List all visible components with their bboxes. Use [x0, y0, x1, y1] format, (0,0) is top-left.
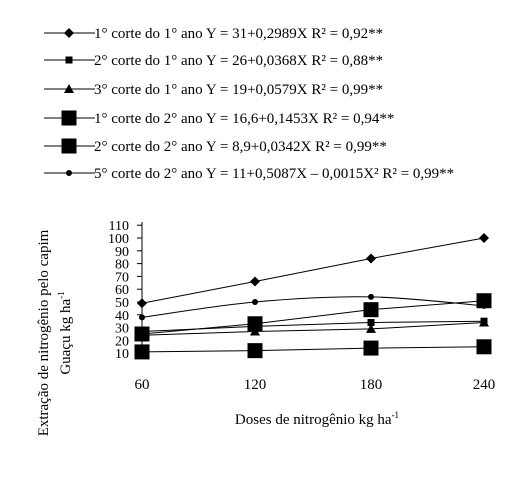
legend-item: 5° corte do 2° ano Y = 11+0,5087X – 0,00… [44, 166, 454, 182]
diamond-marker [250, 276, 260, 287]
x-axis-ticks: 60 120 180 240 [135, 377, 496, 393]
circle-marker [139, 314, 145, 321]
y-tick-label: 50 [115, 296, 129, 311]
legend-equation: Y = 26+0,0368X [206, 53, 312, 69]
y-axis-label-line2: Guaçu kg ha-1 [56, 291, 74, 374]
y-axis-label-line1: Extração de nitrogênio pelo capim [36, 229, 52, 436]
series-line [141, 300, 485, 335]
x-tick-label: 60 [135, 377, 150, 393]
x-tick-label: 180 [360, 377, 383, 393]
legend-item: 2° corte do 1° ano Y = 26+0,0368X R² = 0… [44, 53, 383, 69]
series-markers [134, 233, 492, 360]
diamond-marker [64, 28, 74, 38]
triangle-marker [64, 84, 74, 93]
y-tick-label: 90 [115, 245, 129, 260]
legend-r2: R² = 0,99** [315, 139, 387, 155]
y-tick-label: 110 [109, 219, 129, 234]
legend-equation: Y = 16,6+0,1453X [206, 111, 323, 127]
legend-series-name: 5° corte do 2° ano [94, 166, 206, 182]
y-tick-label: 30 [115, 322, 129, 337]
legend-series-name: 2° corte do 1° ano [94, 53, 206, 69]
legend-item: 1° corte do 1° ano Y = 31+0,2989X R² = 0… [44, 26, 383, 42]
diamond-marker [479, 233, 489, 243]
circle-marker [368, 293, 374, 300]
large-square-marker [61, 110, 77, 126]
series-line [141, 296, 485, 318]
legend-text: 2° corte do 2° ano Y = 8,9+0,0342X R² = … [94, 139, 387, 155]
y-tick-label: 70 [115, 270, 129, 285]
circle-marker [66, 170, 72, 176]
y-tick-label: 10 [115, 347, 129, 362]
large-square-marker [476, 293, 492, 309]
series-line [141, 346, 485, 353]
legend-item: 2° corte do 2° ano Y = 8,9+0,0342X R² = … [44, 138, 387, 155]
legend-item: 1° corte do 2° ano Y = 16,6+0,1453X R² =… [44, 110, 394, 127]
legend-equation: Y = 19+0,0579X [206, 82, 312, 98]
legend-r2: R² = 0,94** [323, 111, 395, 127]
legend-text: 2° corte do 1° ano Y = 26+0,0368X R² = 0… [94, 53, 383, 69]
legend-text: 1° corte do 1° ano Y = 31+0,2989X R² = 0… [94, 26, 383, 42]
legend-equation: Y = 8,9+0,0342X [206, 139, 315, 155]
y-tick-label: 40 [115, 309, 129, 324]
legend-equation: Y = 11+0,5087X – 0,0015X² [206, 166, 383, 182]
legend-item: 3° corte do 1° ano Y = 19+0,0579X R² = 0… [44, 82, 383, 98]
y-tick-label: 100 [108, 232, 129, 247]
series-line [141, 321, 485, 336]
large-square-marker [363, 302, 379, 318]
large-square-marker [247, 343, 263, 359]
legend: 1° corte do 1° ano Y = 31+0,2989X R² = 0… [44, 26, 454, 182]
legend-r2: R² = 0,88** [311, 53, 383, 69]
legend-equation: Y = 31+0,2989X [206, 26, 312, 42]
circle-marker [252, 299, 258, 305]
square-marker [65, 56, 73, 64]
circle-marker [481, 302, 487, 309]
y-tick-label: 80 [115, 258, 129, 273]
x-axis-label: Doses de nitrogênio kg ha-1 [235, 410, 399, 428]
large-square-marker [247, 316, 263, 332]
large-square-marker [134, 344, 150, 360]
legend-text: 5° corte do 2° ano Y = 11+0,5087X – 0,00… [94, 166, 454, 182]
legend-series-name: 1° corte do 1° ano [94, 26, 206, 42]
legend-r2: R² = 0,92** [311, 26, 383, 42]
legend-text: 3° corte do 1° ano Y = 19+0,0579X R² = 0… [94, 82, 383, 98]
series-curves [141, 237, 485, 353]
legend-series-name: 2° corte do 2° ano [94, 139, 206, 155]
legend-r2: R² = 0,99** [382, 166, 454, 182]
x-tick-label: 240 [473, 377, 496, 393]
legend-text: 1° corte do 2° ano Y = 16,6+0,1453X R² =… [94, 111, 394, 127]
diamond-marker [366, 253, 376, 264]
triangle-marker [366, 323, 376, 333]
large-square-marker [363, 340, 379, 356]
legend-series-name: 1° corte do 2° ano [94, 111, 206, 127]
x-tick-label: 120 [244, 377, 267, 393]
y-tick-label: 60 [115, 283, 129, 298]
large-square-marker [134, 326, 150, 342]
large-square-marker [61, 138, 77, 154]
legend-series-name: 3° corte do 1° ano [94, 82, 206, 98]
large-square-marker [476, 339, 492, 355]
y-tick-label: 20 [115, 334, 129, 349]
series-line [141, 237, 485, 304]
diamond-marker [137, 298, 147, 309]
triangle-marker [479, 317, 489, 327]
legend-r2: R² = 0,99** [311, 82, 383, 98]
square-marker [367, 318, 375, 326]
